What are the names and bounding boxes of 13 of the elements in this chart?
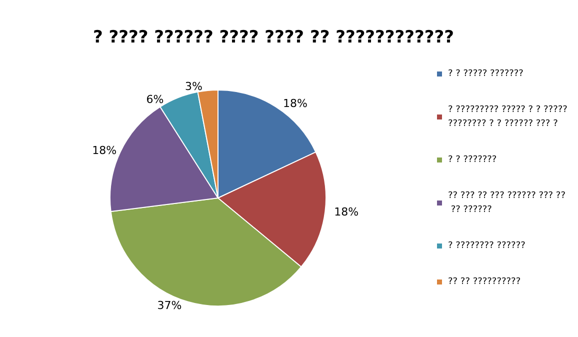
legend-label: ? ? ??????? xyxy=(448,155,497,165)
chart-title: ? ???? ?????? ???? ???? ?? ???????????? xyxy=(93,28,454,48)
data-label: 18% xyxy=(334,206,359,219)
data-label: 3% xyxy=(185,80,202,93)
data-label: 18% xyxy=(283,96,308,110)
legend-label: ? ???????? ?????? xyxy=(448,241,526,251)
data-label: 6% xyxy=(146,92,164,106)
legend-label: ? ? ????? ??????? xyxy=(448,69,524,79)
legend-label: ?? ?? ?????????? xyxy=(448,277,521,287)
legend-label: ? ????????? ????? ? ? ????????????? ? ? ?????? ??? ? xyxy=(448,105,568,129)
legend-label: ?? ??? ?? ??? ?????? ??? ?? ?? ?????? xyxy=(448,191,566,215)
data-label: 37% xyxy=(157,299,182,312)
data-label: 18% xyxy=(92,144,117,157)
